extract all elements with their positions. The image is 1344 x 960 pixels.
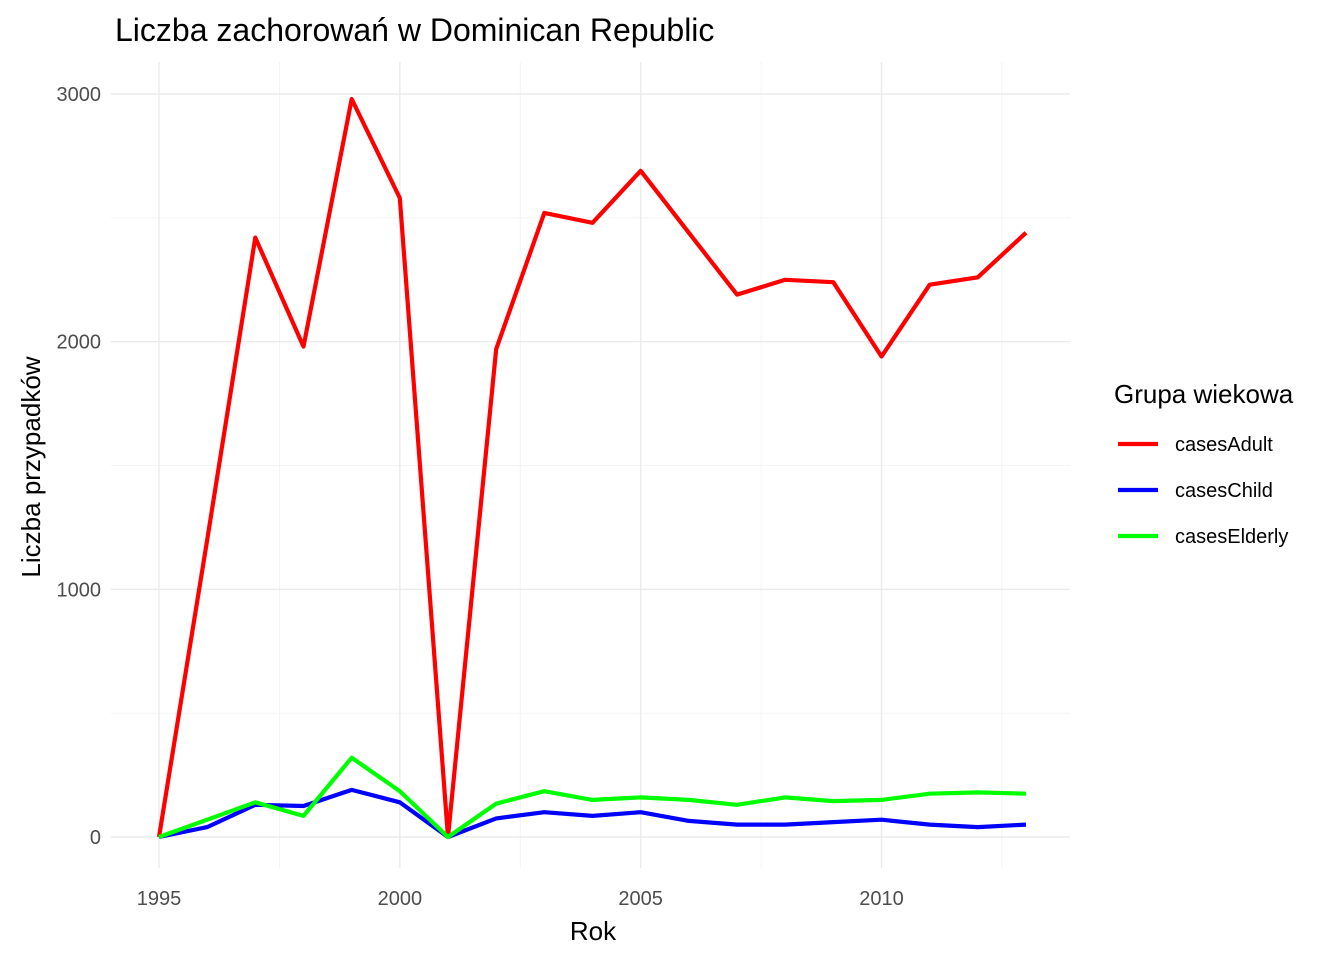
x-tick-label: 2000 — [378, 888, 423, 910]
legend-title: Grupa wiekowa — [1114, 379, 1294, 409]
x-tick-label: 2005 — [618, 888, 663, 910]
y-axis-tick-labels: 0 1000 2000 3000 — [57, 84, 102, 849]
legend-label-casesElderly: casesElderly — [1175, 526, 1288, 548]
y-tick-label: 2000 — [57, 332, 102, 354]
legend-items: casesAdult casesChild casesElderly — [1118, 434, 1288, 548]
y-tick-label: 3000 — [57, 84, 102, 106]
y-tick-label: 1000 — [57, 579, 102, 601]
x-tick-label: 2010 — [859, 888, 904, 910]
x-axis-title: Rok — [570, 916, 617, 946]
legend-label-casesChild: casesChild — [1175, 480, 1273, 502]
x-tick-label: 1995 — [137, 888, 182, 910]
x-axis-tick-labels: 1995 2000 2005 2010 — [137, 888, 904, 910]
series-line-casesChild — [158, 787, 1027, 840]
chart-title: Liczba zachorowań w Dominican Republic — [115, 12, 714, 48]
legend-label-casesAdult: casesAdult — [1175, 434, 1273, 456]
series-lines — [156, 96, 1028, 840]
grid-lines — [111, 62, 1070, 868]
legend: Grupa wiekowa casesAdult casesChild casesE… — [1114, 379, 1294, 548]
y-axis-title: Liczba przypadków — [16, 356, 46, 577]
y-tick-label: 0 — [90, 827, 101, 849]
series-line-casesElderly — [158, 755, 1027, 840]
series-line-casesAdult — [156, 96, 1028, 840]
